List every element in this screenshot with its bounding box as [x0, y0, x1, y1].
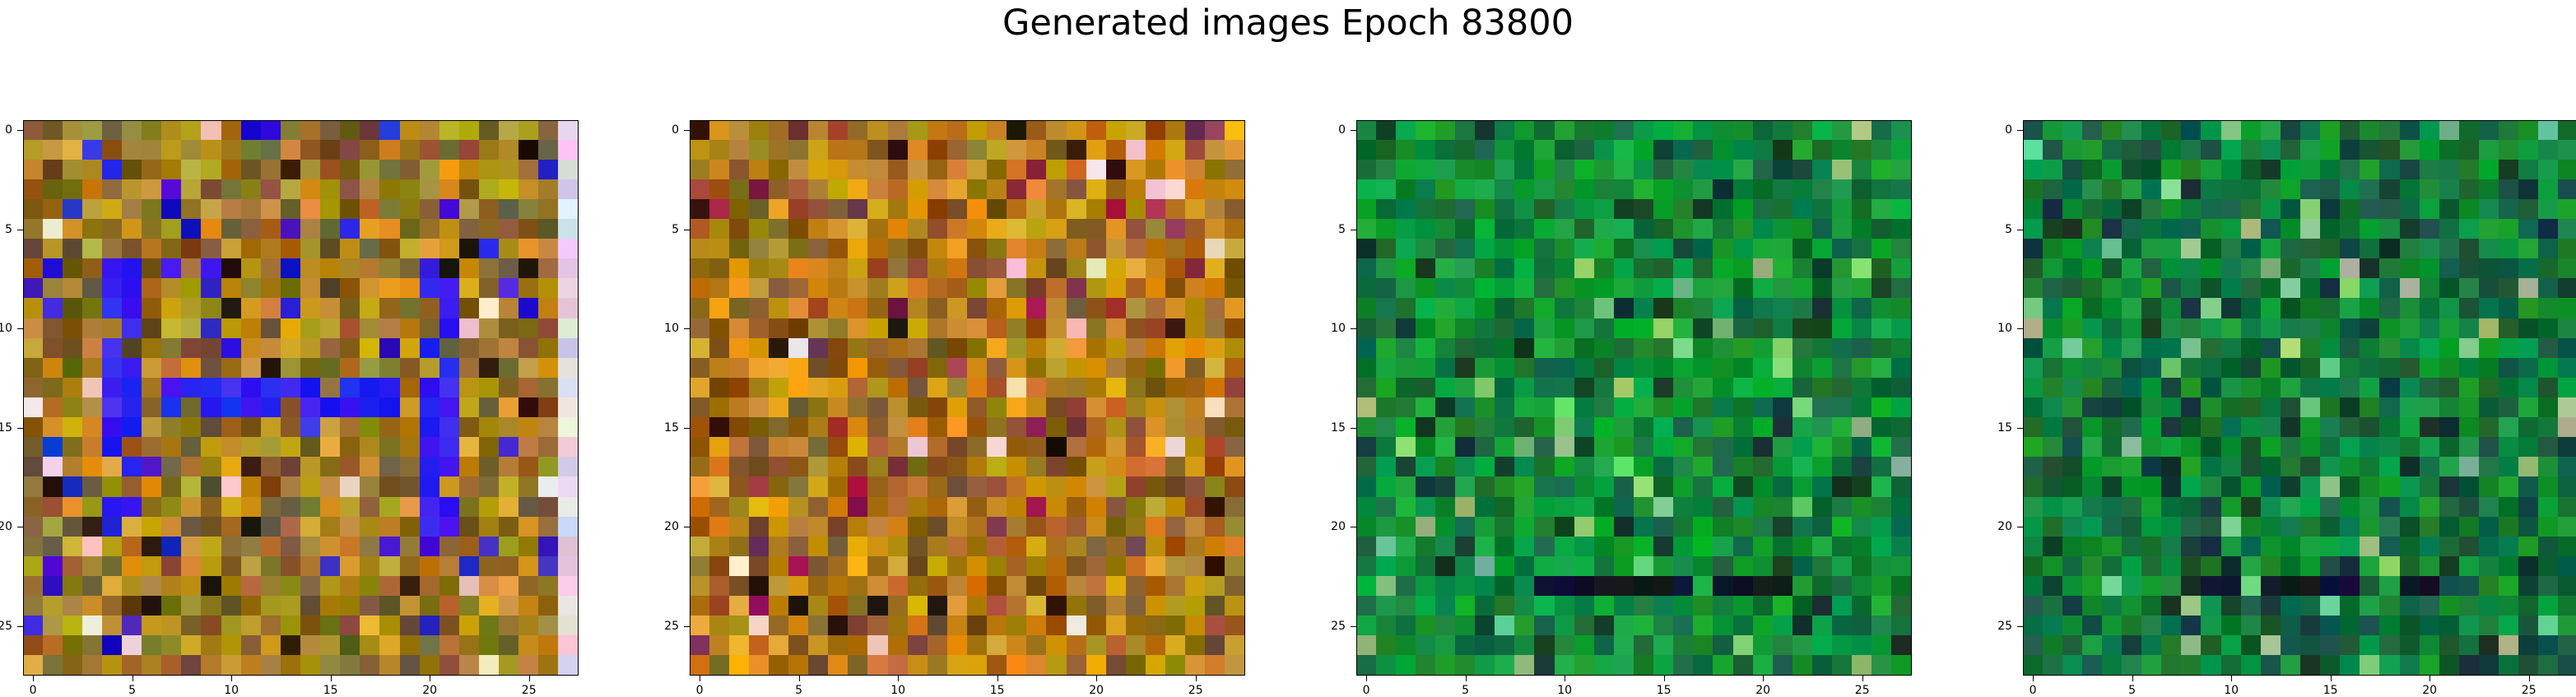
y-tick-mark: [684, 626, 690, 627]
x-tick-mark: [2033, 676, 2034, 681]
y-tick-mark: [2017, 428, 2023, 429]
x-tick-mark: [1466, 676, 1467, 681]
y-tick-label: 5: [1338, 224, 1346, 235]
x-tick-mark: [799, 676, 800, 681]
x-tick-label: 25: [522, 685, 537, 696]
y-tick-label: 10: [1997, 323, 2012, 334]
y-tick-mark: [17, 428, 23, 429]
y-tick-label: 10: [664, 323, 679, 334]
y-tick-label: 0: [672, 124, 679, 136]
image-3-panel: 0 0 5 5 10 10 15 15 20 20 25 25: [1356, 120, 1912, 676]
x-tick-mark: [2132, 676, 2133, 681]
x-tick-mark: [331, 676, 332, 681]
y-tick-label: 15: [664, 422, 679, 434]
y-tick-label: 5: [672, 224, 679, 235]
y-tick-label: 20: [0, 521, 12, 532]
x-tick-label: 5: [795, 685, 802, 696]
y-tick-label: 5: [2005, 224, 2012, 235]
x-tick-label: 5: [1462, 685, 1469, 696]
x-tick-mark: [33, 676, 34, 681]
y-tick-label: 20: [664, 521, 679, 532]
x-tick-label: 25: [1855, 685, 1870, 696]
image-1-pixels: [23, 120, 579, 676]
y-tick-mark: [684, 328, 690, 329]
x-tick-label: 20: [422, 685, 437, 696]
image-1-panel: 0 0 5 5 10 10 15 15 20 20 25 25: [23, 120, 579, 676]
x-tick-mark: [1664, 676, 1665, 681]
y-tick-mark: [684, 428, 690, 429]
y-tick-mark: [2017, 130, 2023, 131]
y-tick-label: 10: [1331, 323, 1346, 334]
y-tick-mark: [1351, 328, 1356, 329]
y-tick-label: 10: [0, 323, 12, 334]
x-tick-mark: [997, 676, 998, 681]
x-tick-label: 5: [2128, 685, 2136, 696]
y-tick-label: 20: [1331, 521, 1346, 532]
x-tick-mark: [1862, 676, 1863, 681]
y-tick-label: 0: [1338, 124, 1346, 136]
x-tick-label: 10: [1557, 685, 1572, 696]
y-tick-label: 20: [1997, 521, 2012, 532]
x-tick-label: 20: [1755, 685, 1770, 696]
y-tick-mark: [2017, 626, 2023, 627]
y-tick-label: 25: [1331, 620, 1346, 632]
y-tick-label: 5: [5, 224, 12, 235]
image-2-pixels: [690, 120, 1245, 676]
x-tick-label: 20: [2422, 685, 2437, 696]
x-tick-label: 25: [1188, 685, 1203, 696]
y-tick-mark: [17, 130, 23, 131]
y-tick-label: 0: [2005, 124, 2012, 136]
y-tick-label: 25: [1997, 620, 2012, 632]
y-tick-label: 25: [664, 620, 679, 632]
image-3-pixels: [1356, 120, 1912, 676]
x-tick-mark: [898, 676, 899, 681]
x-tick-mark: [2331, 676, 2332, 681]
y-tick-mark: [2017, 328, 2023, 329]
x-tick-mark: [1096, 676, 1097, 681]
x-tick-label: 0: [30, 685, 37, 696]
image-4-panel: 0 0 5 5 10 10 15 15 20 20 25 25: [2023, 120, 2576, 676]
x-tick-label: 15: [2323, 685, 2338, 696]
x-tick-label: 20: [1089, 685, 1104, 696]
x-tick-label: 5: [128, 685, 136, 696]
x-tick-label: 25: [2522, 685, 2536, 696]
x-tick-mark: [2529, 676, 2530, 681]
x-tick-label: 15: [1657, 685, 1672, 696]
y-tick-label: 15: [0, 422, 12, 434]
x-tick-label: 15: [990, 685, 1005, 696]
image-4-pixels: [2023, 120, 2576, 676]
x-tick-label: 0: [1363, 685, 1370, 696]
x-tick-mark: [1366, 676, 1367, 681]
figure-title: Generated images Epoch 83800: [0, 0, 2576, 46]
y-tick-mark: [17, 626, 23, 627]
y-tick-mark: [1351, 130, 1356, 131]
image-2-panel: 0 0 5 5 10 10 15 15 20 20 25 25: [690, 120, 1245, 676]
x-tick-label: 10: [890, 685, 905, 696]
x-tick-mark: [231, 676, 232, 681]
x-tick-label: 0: [2030, 685, 2037, 696]
y-tick-mark: [1351, 626, 1356, 627]
x-tick-mark: [1196, 676, 1197, 681]
y-tick-mark: [1351, 428, 1356, 429]
y-tick-label: 0: [5, 124, 12, 136]
x-tick-label: 10: [2224, 685, 2239, 696]
y-tick-mark: [17, 328, 23, 329]
x-tick-label: 10: [224, 685, 239, 696]
y-tick-label: 15: [1997, 422, 2012, 434]
x-tick-mark: [2231, 676, 2232, 681]
y-tick-label: 25: [0, 620, 12, 632]
y-tick-label: 15: [1331, 422, 1346, 434]
x-tick-label: 15: [323, 685, 338, 696]
x-tick-mark: [529, 676, 530, 681]
x-tick-label: 0: [696, 685, 704, 696]
y-tick-mark: [684, 130, 690, 131]
x-tick-mark: [1763, 676, 1764, 681]
